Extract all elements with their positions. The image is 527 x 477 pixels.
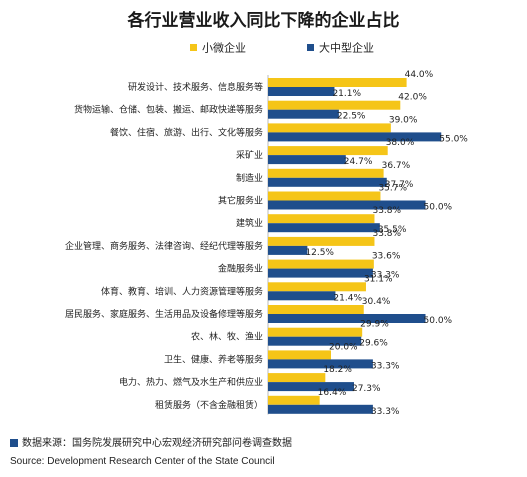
data-label-large-medium: 12.5% [305,248,334,258]
category-label: 制造业 [236,172,263,184]
data-label-small-micro: 33.6% [372,252,401,262]
bar-large-medium [268,87,335,96]
source-marker-icon [10,439,18,447]
data-label-small-micro: 36.7% [382,161,411,171]
data-label-small-micro: 20.0% [329,342,358,352]
category-label: 企业管理、商务服务、法律咨询、经纪代理等服务 [65,240,263,252]
bar-small-micro [268,236,375,246]
data-label-large-medium: 21.4% [333,293,362,303]
data-label-large-medium: 35.5% [378,225,407,235]
bar-large-medium [268,404,373,414]
category-label: 居民服务、家庭服务、生活用品及设备修理等服务 [65,308,263,320]
data-label-small-micro: 33.8% [372,206,401,216]
data-label-large-medium: 21.1% [332,89,361,99]
data-label-large-medium: 22.5% [337,112,366,122]
data-label-small-micro: 42.0% [398,93,427,103]
category-label: 电力、热力、燃气及水生产和供应业 [119,376,263,388]
data-label-large-medium: 29.6% [359,339,388,349]
data-label-large-medium: 33.3% [371,361,400,371]
bar-large-medium [268,314,426,323]
legend-label-2: 大中型企业 [319,41,374,55]
data-source-note: 数据来源：国务院发展研究中心宏观经济研究部问卷调查数据 [10,434,292,449]
bar-small-micro [268,373,326,383]
bar-small-micro [268,259,374,269]
data-source-text: 数据来源：国务院发展研究中心宏观经济研究部问卷调查数据 [22,438,292,449]
bar-small-micro [268,100,401,110]
bar-large-medium [268,177,387,187]
category-label: 其它服务业 [218,195,263,207]
bar-large-medium [268,245,308,255]
category-label: 采矿业 [236,149,263,161]
data-label-small-micro: 18.2% [323,365,352,375]
bar-small-micro [268,282,366,292]
category-label: 租赁服务（不含金融租赁） [155,399,263,411]
bar-large-medium [268,359,373,369]
data-label-large-medium: 24.7% [344,157,373,167]
data-label-large-medium: 55.0% [439,134,468,144]
bar-large-medium [268,132,442,142]
bar-large-medium [268,109,339,119]
data-label-small-micro: 33.8% [372,229,401,239]
bar-small-micro [268,214,375,224]
bar-large-medium [268,382,354,392]
category-label: 建筑业 [236,217,263,229]
source-english: Source: Development Research Center of t… [10,456,275,467]
data-label-small-micro: 16.4% [318,388,347,398]
bar-small-micro [268,168,384,178]
bar-large-medium [268,291,336,301]
data-label-small-micro: 38.0% [386,138,415,148]
data-label-large-medium: 33.3% [371,271,400,281]
bar-large-medium [268,336,362,346]
data-label-large-medium: 50.0% [424,203,453,213]
bar-small-micro [268,327,363,337]
bar-small-micro [268,123,391,133]
data-label-small-micro: 29.9% [360,320,389,330]
bar-large-medium [268,268,373,278]
data-label-small-micro: 39.0% [389,115,418,125]
category-label: 卫生、健康、养老等服务 [164,353,263,365]
category-label: 研发设计、技术服务、信息服务等 [128,81,263,93]
data-label-small-micro: 30.4% [362,297,391,307]
category-label: 餐饮、住宿、旅游、出行、文化等服务 [110,126,263,138]
bar-small-micro [268,395,320,405]
bar-large-medium [268,155,346,165]
data-label-large-medium: 37.7% [385,180,414,190]
data-label-small-micro: 31.1% [364,274,393,284]
category-label: 金融服务业 [218,263,263,275]
bar-small-micro [268,305,364,314]
category-label: 体育、教育、培训、人力资源管理等服务 [101,285,263,297]
bar-small-micro [268,191,381,201]
data-label-large-medium: 50.0% [424,316,453,326]
data-label-small-micro: 44.0% [405,70,434,80]
bar-large-medium [268,223,380,233]
bar-small-micro [268,78,407,87]
bar-small-micro [268,146,388,156]
data-label-small-micro: 35.7% [378,184,407,194]
category-label: 货物运输、仓储、包装、搬运、邮政快递等服务 [74,104,263,116]
legend-swatch-1 [190,44,197,51]
category-label: 农、林、牧、渔业 [191,331,263,343]
chart-title: 各行业营业收入同比下降的企业占比 [127,11,400,31]
data-label-large-medium: 33.3% [371,407,400,417]
data-label-large-medium: 27.3% [352,384,381,394]
legend-label-1: 小微企业 [202,41,246,55]
bar-large-medium [268,200,426,210]
legend-swatch-2 [307,44,314,51]
bar-small-micro [268,350,331,360]
